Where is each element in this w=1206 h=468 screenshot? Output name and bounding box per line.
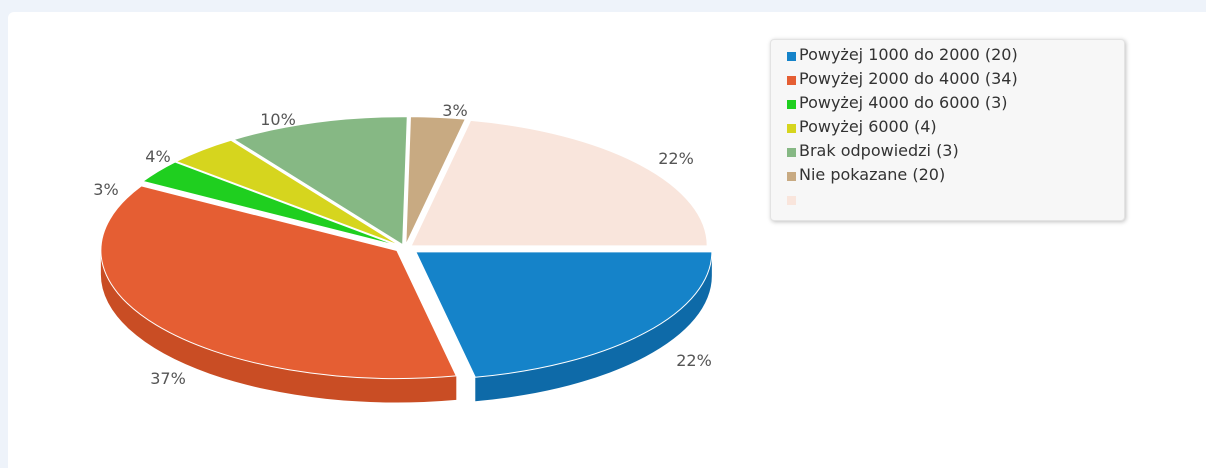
legend-swatch: [787, 148, 796, 157]
pie-slice[interactable]: [405, 116, 467, 245]
legend-label: Brak odpowiedzi (3): [799, 141, 959, 160]
legend-label: Powyżej 1000 do 2000 (20): [799, 45, 1018, 64]
chart-legend: Powyżej 1000 do 2000 (20) Powyżej 2000 do…: [770, 39, 1125, 221]
legend-item[interactable]: Powyżej 2000 do 4000 (34): [771, 68, 1124, 92]
pie-slice-side: [100, 250, 457, 403]
pie-chart: 22% 37% 3% 4% 10% 3% 22%: [93, 101, 713, 403]
pie-slice[interactable]: [232, 116, 408, 246]
legend-swatch: [787, 52, 796, 61]
legend-item[interactable]: Brak odpowiedzi (3): [771, 140, 1124, 164]
legend-swatch: [787, 100, 796, 109]
legend-item[interactable]: Powyżej 4000 do 6000 (3): [771, 92, 1124, 116]
legend-swatch: [787, 196, 796, 205]
slice-percent-label: 10%: [260, 110, 296, 129]
pie-slice[interactable]: [415, 251, 713, 378]
slice-percent-label: 4%: [145, 147, 170, 166]
slice-percent-label: 22%: [676, 351, 712, 370]
legend-item[interactable]: Powyżej 1000 do 2000 (20): [771, 44, 1124, 68]
legend-label: Powyżej 6000 (4): [799, 117, 937, 136]
pie-slice[interactable]: [174, 139, 400, 246]
legend-label: Powyżej 2000 do 4000 (34): [799, 69, 1018, 88]
pie-slice[interactable]: [410, 119, 708, 247]
slice-percent-label: 37%: [150, 369, 186, 388]
slice-percent-label: 3%: [93, 180, 118, 199]
slice-percent-label: 3%: [442, 101, 467, 120]
slice-percent-label: 22%: [658, 149, 694, 168]
legend-label: Powyżej 4000 do 6000 (3): [799, 93, 1008, 112]
pie-slice[interactable]: [100, 185, 458, 380]
pie-slice[interactable]: [141, 161, 399, 247]
legend-swatch: [787, 172, 796, 181]
legend-label: Nie pokazane (20): [799, 165, 946, 184]
pie-slice-side: [475, 251, 712, 402]
legend-swatch: [787, 76, 796, 85]
legend-item[interactable]: [771, 188, 1124, 212]
legend-swatch: [787, 124, 796, 133]
legend-item[interactable]: Powyżej 6000 (4): [771, 116, 1124, 140]
legend-item[interactable]: Nie pokazane (20): [771, 164, 1124, 188]
chart-panel: 22% 37% 3% 4% 10% 3% 22% Powyżej 1000 do 2000 …: [8, 12, 1206, 468]
